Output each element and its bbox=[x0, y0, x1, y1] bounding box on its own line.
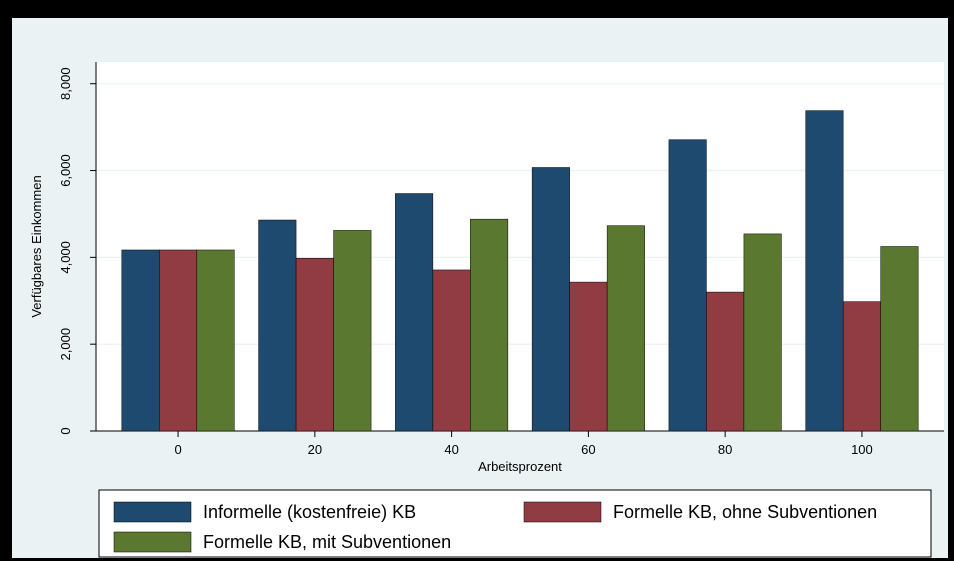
bar bbox=[196, 249, 235, 432]
x-tick-label: 40 bbox=[444, 442, 458, 457]
bar bbox=[743, 233, 782, 432]
bar bbox=[805, 110, 844, 432]
x-tick-label: 80 bbox=[718, 442, 732, 457]
bar bbox=[258, 219, 297, 432]
bar bbox=[842, 301, 881, 432]
bar bbox=[706, 291, 745, 432]
legend-swatch bbox=[113, 531, 192, 553]
x-tick-label: 20 bbox=[308, 442, 322, 457]
bar bbox=[333, 230, 372, 432]
x-axis-title: Arbeitsprozent bbox=[478, 459, 562, 474]
y-tick-label: 0 bbox=[58, 427, 73, 434]
bar bbox=[470, 218, 509, 432]
y-tick-label: 6,000 bbox=[58, 154, 73, 187]
legend-label: Formelle KB, mit Subventionen bbox=[203, 532, 451, 552]
bar bbox=[395, 193, 434, 432]
legend-swatch bbox=[113, 501, 192, 523]
bar bbox=[121, 249, 160, 432]
bar bbox=[569, 281, 608, 432]
bar bbox=[432, 269, 471, 432]
y-axis-title: Verfügbares Einkommen bbox=[29, 175, 44, 317]
legend-swatch bbox=[523, 501, 602, 523]
bar bbox=[295, 257, 334, 432]
y-tick-label: 8,000 bbox=[58, 67, 73, 100]
bar bbox=[606, 225, 645, 432]
x-tick-label: 60 bbox=[581, 442, 595, 457]
y-tick-label: 4,000 bbox=[58, 241, 73, 274]
x-tick-label: 100 bbox=[851, 442, 873, 457]
legend-box bbox=[98, 489, 932, 558]
bar bbox=[880, 246, 919, 432]
bar bbox=[668, 139, 707, 432]
y-tick-label: 2,000 bbox=[58, 328, 73, 361]
plot-area bbox=[96, 62, 944, 431]
x-tick-label: 0 bbox=[174, 442, 181, 457]
legend-label: Informelle (kostenfreie) KB bbox=[203, 502, 416, 522]
bar bbox=[159, 249, 198, 432]
bar bbox=[531, 167, 570, 432]
legend-label: Formelle KB, ohne Subventionen bbox=[613, 502, 877, 522]
